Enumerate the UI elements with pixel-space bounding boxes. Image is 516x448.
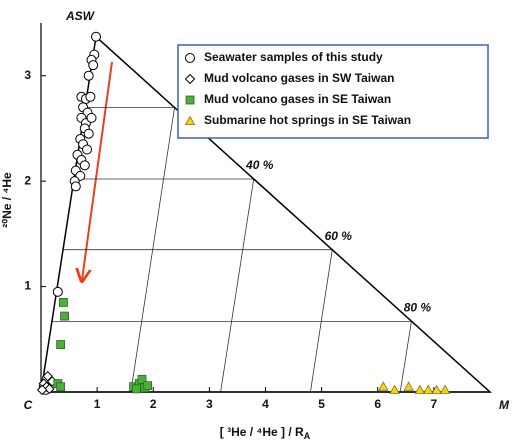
legend-label: Mud volcano gases in SE Taiwan [204,92,391,106]
mixing-label: 80 % [404,301,432,315]
legend-label: Mud volcano gases in SW Taiwan [204,71,394,85]
data-point [431,384,442,394]
trend-arrow [82,61,113,280]
data-point [52,286,63,297]
x-tick-label: 7 [431,397,438,411]
mixing-line [399,321,412,393]
data-point [414,384,426,394]
x-tick-label: 3 [206,397,213,411]
data-point [439,384,451,394]
x-tick-label: 4 [262,397,269,411]
legend-marker [185,53,195,63]
mixing-line [310,249,333,393]
data-point [56,340,66,349]
data-point [36,384,48,396]
data-point [83,128,94,139]
data-point [389,384,400,394]
legend-marker [184,115,196,125]
mixing-line [220,178,255,393]
data-point [42,370,53,382]
data-point [403,381,414,391]
corner-label-m: M [499,398,510,412]
data-point [59,297,68,307]
mixing-label: 40 % [245,158,274,172]
data-point [86,112,97,123]
y-tick-label: 1 [24,279,31,293]
corner-label-asw: ASW [65,9,96,23]
x-tick-label: 1 [94,397,101,411]
mixing-triangle [40,35,492,393]
data-point [79,160,90,171]
data-point [378,381,389,391]
legend-label: Submarine hot springs in SE Taiwan [204,113,411,127]
legend-marker [185,95,195,105]
data-point [137,374,147,384]
legend-box [177,44,489,139]
data-point [56,382,66,392]
data-point [44,383,55,395]
mixing-label: 60 % [325,229,353,243]
data-point [423,384,434,394]
y-tick-label: 3 [24,68,31,82]
data-point [82,144,93,155]
legend-label: Seawater samples of this study [204,50,383,64]
data-point [70,181,81,192]
y-axis-title: ²⁰Ne / ⁴He [0,172,14,228]
legend-marker [184,73,196,85]
x-axis-title: [ ³He / ⁴He ] / RA [220,425,311,441]
data-point [91,31,102,42]
mixing-line [130,107,175,393]
x-axis-title-subscript: A [304,431,311,441]
y-tick-label: 2 [24,173,31,187]
data-point [143,381,153,391]
data-point [132,384,141,394]
x-tick-label: 5 [318,397,325,411]
x-axis-title-main: [ ³He / ⁴He ] / R [220,425,304,439]
data-point [85,91,96,102]
data-point [83,70,94,81]
corner-label-c: C [24,398,33,412]
data-point [88,60,99,71]
x-tick-label: 6 [374,397,381,411]
x-tick-label: 2 [150,397,157,411]
data-point [60,311,69,321]
legend: Seawater samples of this study Mud volcan… [177,44,489,139]
